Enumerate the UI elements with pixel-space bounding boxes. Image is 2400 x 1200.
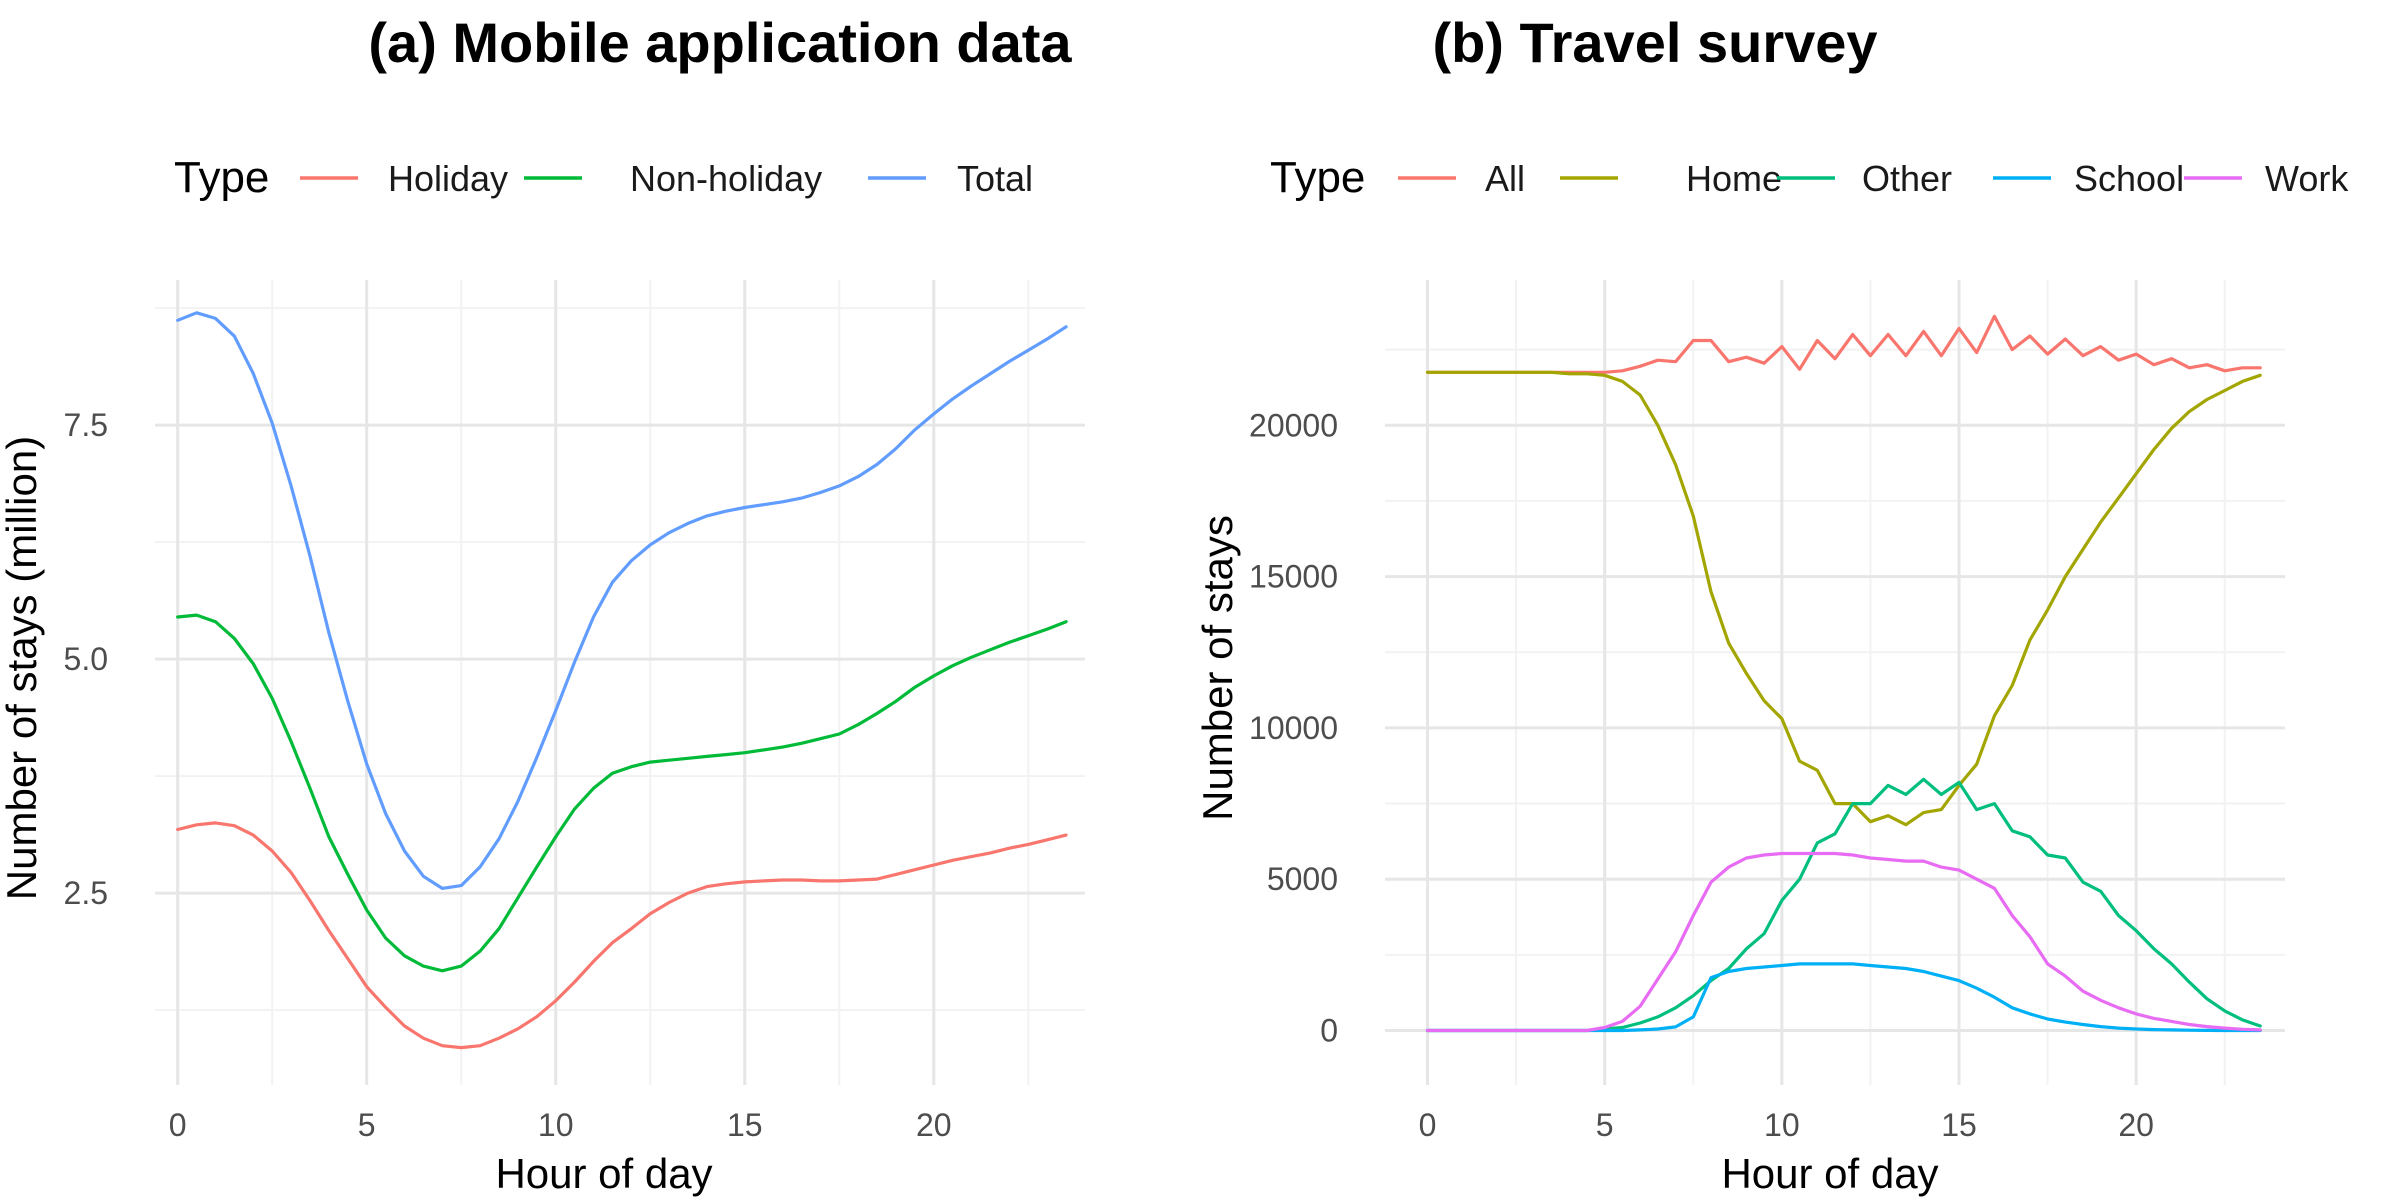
- panel-a-x-tick-label: 15: [727, 1107, 763, 1143]
- panel-a-y-tick-label: 2.5: [64, 875, 108, 911]
- panel-b-legend-label-school: School: [2074, 158, 2184, 199]
- panel-b-legend-label-other: Other: [1862, 158, 1952, 199]
- panel-b-series-line-work: [1425, 851, 2262, 1033]
- panel-b-y-tick-label: 0: [1320, 1013, 1338, 1049]
- panel-a-plot-area: 0 5 10 15 20 2.5 5.0 7.5: [64, 280, 1085, 1143]
- panel-a-series-line-non-holiday: [176, 613, 1068, 973]
- panel-a-x-tick-label: 20: [916, 1107, 952, 1143]
- panel-b-x-tick-label: 0: [1419, 1107, 1437, 1143]
- panel-b-x-tick-label: 15: [1941, 1107, 1977, 1143]
- panel-a-title: (a) Mobile application data: [368, 11, 1072, 74]
- panel-b-title: (b) Travel survey: [1432, 11, 1877, 74]
- panel-b-y-tick-label: 20000: [1249, 407, 1338, 443]
- panel-a-x-tick-label: 5: [358, 1107, 376, 1143]
- panel-a-y-tick-label: 7.5: [64, 407, 108, 443]
- panel-a-x-axis-title: Hour of day: [495, 1150, 712, 1197]
- panel-a-series-line-total: [176, 311, 1068, 891]
- panel-b-x-tick-label: 5: [1596, 1107, 1614, 1143]
- panel-b-y-tick-label: 15000: [1249, 559, 1338, 595]
- panel-b-y-tick-label: 5000: [1267, 861, 1338, 897]
- panel-b-x-axis-title: Hour of day: [1721, 1150, 1938, 1197]
- panel-b-y-tick-label: 10000: [1249, 710, 1338, 746]
- panel-b-legend-label-all: All: [1485, 158, 1525, 199]
- panel-b: (b) Travel survey Type All Home Other Schoo…: [1194, 11, 2349, 1197]
- panel-a-x-tick-label: 0: [169, 1107, 187, 1143]
- panel-a-legend-label-holiday: Holiday: [388, 158, 508, 199]
- panel-b-x-tick-label: 20: [2118, 1107, 2154, 1143]
- panel-a-legend-title: Type: [174, 153, 269, 202]
- panel-a-x-tick-label: 10: [538, 1107, 574, 1143]
- panel-a: (a) Mobile application data Type Holiday…: [0, 11, 1085, 1197]
- panel-a-legend: Type Holiday Non-holiday Total: [174, 153, 1033, 202]
- panel-a-legend-label-non-holiday: Non-holiday: [630, 158, 822, 199]
- panel-a-legend-label-total: Total: [957, 158, 1033, 199]
- panel-b-legend: Type All Home Other School Work: [1270, 153, 2349, 202]
- panel-b-series-line-home: [1425, 370, 2262, 827]
- panel-a-series-line-holiday: [176, 821, 1068, 1050]
- panel-b-x-tick-label: 10: [1764, 1107, 1800, 1143]
- panel-b-y-axis-title: Number of stays: [1194, 515, 1241, 821]
- panel-a-y-tick-label: 5.0: [64, 641, 108, 677]
- panel-b-legend-title: Type: [1270, 153, 1365, 202]
- panel-a-y-axis-title: Number of stays (million): [0, 436, 45, 900]
- panel-b-plot-area: 0 5 10 15 20 0 5000 10000 15000 20000: [1249, 280, 2285, 1143]
- panel-b-legend-label-work: Work: [2265, 158, 2349, 199]
- panel-b-legend-label-home: Home: [1686, 158, 1782, 199]
